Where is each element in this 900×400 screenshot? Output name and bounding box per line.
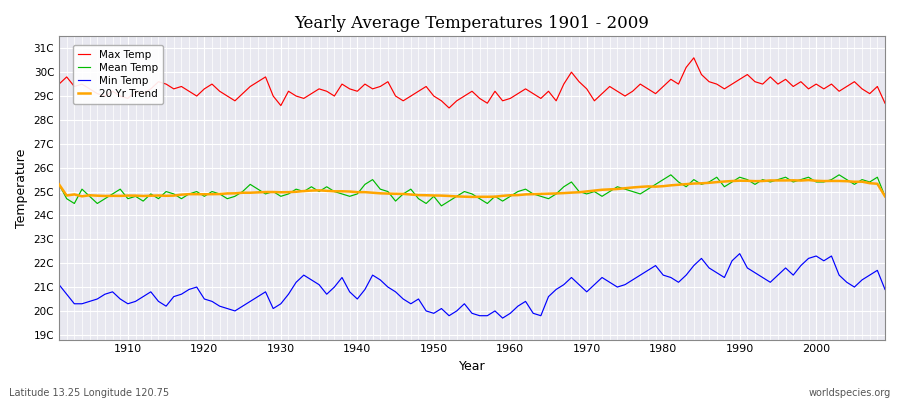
Mean Temp [665,172,676,177]
20 Yr Trend [329,189,340,194]
Mean Temp [329,189,340,194]
20 Yr Trend [803,178,814,182]
Mean Temp [115,187,126,192]
20 Yr Trend [115,194,126,198]
Min Temp [329,285,340,290]
20 Yr Trend [284,190,294,194]
Mean Temp [879,194,890,199]
Max Temp [329,94,340,98]
Min Temp [497,316,508,320]
Line: Max Temp: Max Temp [59,58,885,108]
Min Temp [512,304,523,308]
Max Temp [54,82,65,86]
Text: worldspecies.org: worldspecies.org [809,388,891,398]
Mean Temp [512,189,523,194]
Y-axis label: Temperature: Temperature [15,148,28,228]
Max Temp [604,84,615,89]
Max Temp [879,101,890,106]
Max Temp [688,56,699,60]
Legend: Max Temp, Mean Temp, Min Temp, 20 Yr Trend: Max Temp, Mean Temp, Min Temp, 20 Yr Tre… [73,44,163,104]
Max Temp [505,96,516,101]
Min Temp [115,296,126,301]
Text: Latitude 13.25 Longitude 120.75: Latitude 13.25 Longitude 120.75 [9,388,169,398]
Max Temp [115,94,126,98]
Min Temp [505,311,516,316]
Max Temp [444,106,454,110]
20 Yr Trend [466,194,477,199]
Min Temp [284,292,294,297]
Line: 20 Yr Trend: 20 Yr Trend [59,180,885,197]
Mean Temp [604,189,615,194]
Mean Temp [54,182,65,187]
20 Yr Trend [505,193,516,198]
Mean Temp [505,194,516,199]
20 Yr Trend [879,194,890,199]
Max Temp [512,91,523,96]
Title: Yearly Average Temperatures 1901 - 2009: Yearly Average Temperatures 1901 - 2009 [294,15,650,32]
Max Temp [284,89,294,94]
Min Temp [879,287,890,292]
Line: Mean Temp: Mean Temp [59,175,885,206]
20 Yr Trend [604,187,615,192]
Mean Temp [284,192,294,196]
Mean Temp [436,204,446,208]
20 Yr Trend [512,193,523,198]
Min Temp [54,282,65,287]
Min Temp [604,280,615,285]
Min Temp [734,251,745,256]
Line: Min Temp: Min Temp [59,254,885,318]
20 Yr Trend [54,182,65,187]
X-axis label: Year: Year [459,360,485,373]
